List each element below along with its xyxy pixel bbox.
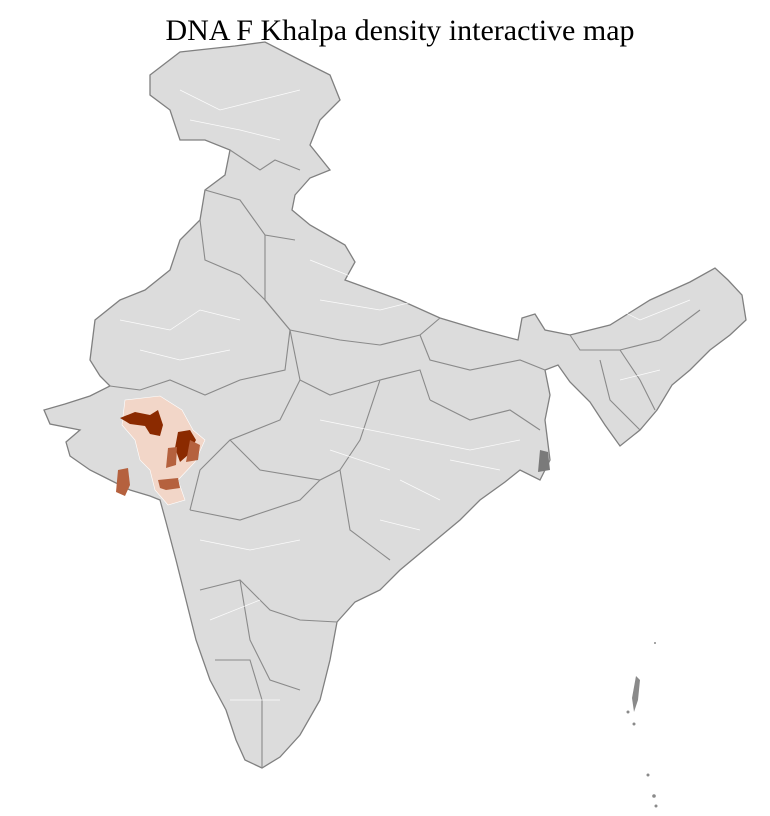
density-mid-region[interactable] — [116, 468, 130, 496]
density-regions[interactable] — [116, 395, 206, 506]
density-high-region[interactable] — [175, 430, 196, 462]
density-mid-region[interactable] — [166, 447, 177, 468]
india-outline[interactable] — [43, 41, 747, 769]
andaman-islands[interactable] — [626, 642, 658, 808]
density-high-region[interactable] — [120, 410, 163, 436]
map-title: DNA F Khalpa density interactive map — [165, 14, 635, 47]
district-borders — [119, 89, 691, 701]
density-mid-region[interactable] — [158, 478, 180, 490]
sundarbans-area — [538, 450, 550, 472]
density-mid-region[interactable] — [186, 440, 200, 462]
state-borders — [109, 149, 701, 768]
